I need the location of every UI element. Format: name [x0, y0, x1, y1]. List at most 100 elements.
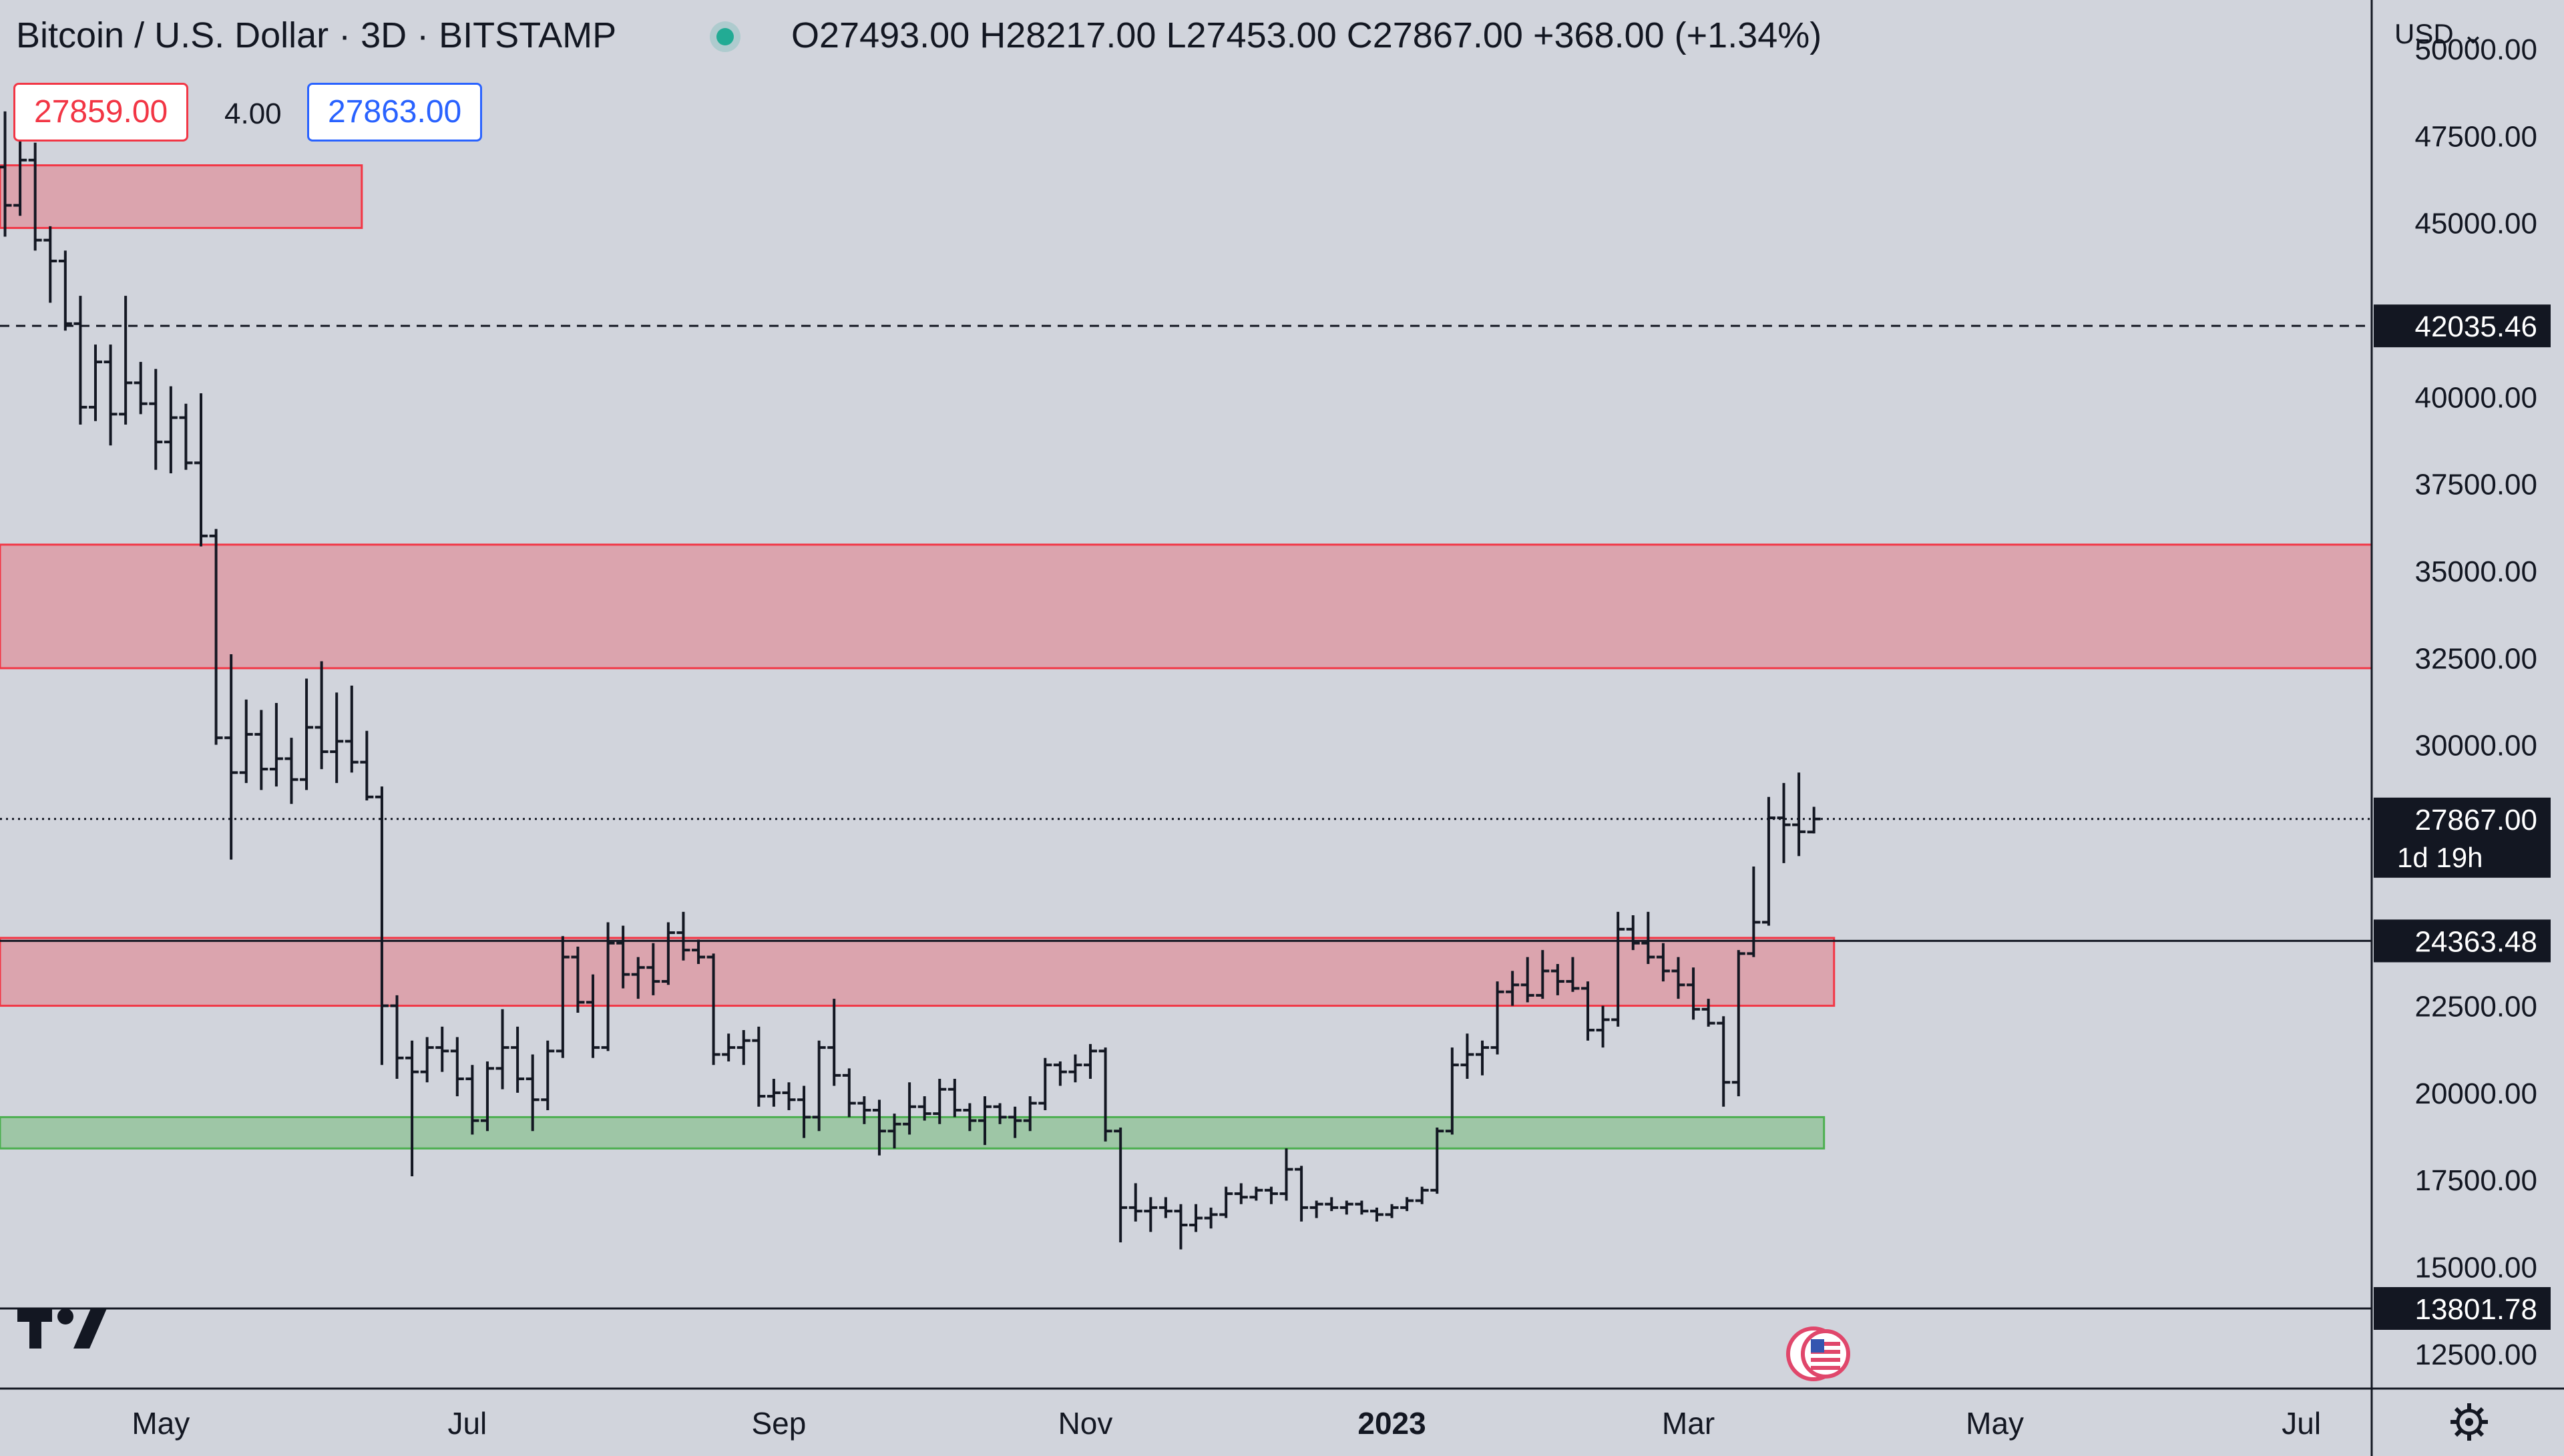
- ohlc-bar: [1144, 1197, 1158, 1232]
- ohlc-bar: [420, 1037, 434, 1083]
- ohlc-bar: [631, 957, 645, 999]
- ohlc-bar: [435, 1026, 449, 1072]
- ohlc-bar: [1158, 1197, 1172, 1218]
- ohlc-bar: [511, 1026, 525, 1093]
- ohlc-bar: [1023, 1096, 1037, 1132]
- ohlc-bar: [692, 939, 706, 965]
- ohlc-bar: [360, 730, 374, 800]
- ohlc-bar: [149, 369, 163, 470]
- price-tick-label: 30000.00: [2414, 730, 2537, 762]
- buy-price-button[interactable]: 27863.00: [307, 83, 483, 142]
- time-axis[interactable]: May Jul Sep Nov 2023 Mar May Jul: [132, 1406, 2321, 1441]
- ohlc-bar: [28, 142, 42, 251]
- price-line-label: 24363.48: [2414, 925, 2537, 958]
- ohlc-bar: [1626, 915, 1640, 951]
- last-price-label: 27867.00: [2414, 804, 2537, 836]
- ohlc-bar: [1068, 1054, 1082, 1083]
- ohlc-bar: [1430, 1128, 1444, 1194]
- ohlc-bar: [1536, 950, 1550, 999]
- ohlc-bar: [495, 1009, 509, 1089]
- currency-label: USD: [2394, 18, 2454, 49]
- spread-value: 4.00: [224, 97, 282, 130]
- ohlc-bar: [224, 654, 238, 860]
- ohlc-bar: [676, 911, 690, 961]
- time-tick-label: Mar: [1662, 1406, 1715, 1441]
- time-tick-label: Jul: [447, 1406, 487, 1441]
- ohlc-bar: [887, 1114, 901, 1149]
- ohlc-bar: [1400, 1197, 1414, 1212]
- price-tick-label: 22500.00: [2414, 991, 2537, 1023]
- ohlc-bar: [209, 529, 223, 745]
- ohlc-bar: [947, 1079, 962, 1118]
- ohlc-bar: [1747, 867, 1761, 957]
- zones-layer: [0, 164, 2373, 1150]
- price-lines-layer: [0, 324, 2372, 1310]
- resistance-zone: [0, 543, 2373, 670]
- ohlc-bar: [314, 661, 329, 770]
- currency-selector[interactable]: USD ⌄: [2394, 17, 2485, 50]
- ohlc-bar: [767, 1079, 781, 1107]
- ohlc-bar: [1114, 1128, 1128, 1243]
- ohlc-bar: [1234, 1183, 1248, 1204]
- ohlc-bar: [1566, 957, 1580, 992]
- ohlc-bar: [1325, 1197, 1339, 1212]
- price-tick-label: 17500.00: [2414, 1164, 2537, 1197]
- ohlc-bar: [269, 703, 283, 787]
- ohlc-bar: [1596, 1005, 1610, 1048]
- ohlc-bar: [963, 1103, 977, 1132]
- time-tick-label: Jul: [2282, 1406, 2321, 1441]
- ohlc-bar: [1369, 1207, 1383, 1222]
- ohlc-bar: [375, 786, 389, 1065]
- ohlc-bar: [857, 1096, 871, 1124]
- ohlc-bar: [300, 678, 314, 790]
- ohlc-bar: [1053, 1061, 1067, 1086]
- ohlc-bar: [43, 226, 57, 303]
- price-axis[interactable]: 12500.00 15000.00 17500.00 20000.00 22500.00…: [2414, 33, 2537, 1371]
- ohlc-bar: [1385, 1204, 1399, 1218]
- price-tick-label: 40000.00: [2414, 381, 2537, 414]
- symbol-title[interactable]: Bitcoin / U.S. Dollar · 3D · BITSTAMP: [16, 15, 617, 55]
- ohlc-bar: [1520, 957, 1534, 1003]
- ohlc-bar: [646, 943, 660, 995]
- ohlc-bar: [1098, 1047, 1112, 1142]
- ohlc-bar: [1174, 1204, 1188, 1250]
- sell-price-button[interactable]: 27859.00: [13, 83, 189, 142]
- ohlc-bar: [1701, 999, 1715, 1027]
- ohlc-bar: [254, 710, 268, 790]
- ohlc-bar: [556, 936, 570, 1058]
- ohlc-bar: [1460, 1033, 1474, 1079]
- time-tick-label: Nov: [1058, 1406, 1113, 1441]
- price-tick-label: 20000.00: [2414, 1077, 2537, 1110]
- ohlc-bar: [1339, 1200, 1353, 1215]
- ohlc-bar: [1189, 1204, 1203, 1232]
- time-tick-label: 2023: [1357, 1406, 1426, 1441]
- ohlc-bar: [1687, 967, 1701, 1020]
- ohlc-bar: [812, 1040, 826, 1132]
- last-price-label-bg: [2374, 797, 2551, 878]
- ohlc-bar: [179, 403, 193, 470]
- settings-gear-icon[interactable]: [2450, 1403, 2488, 1441]
- ohlc-bar: [1008, 1106, 1022, 1138]
- price-line-label: 13801.78: [2414, 1293, 2537, 1326]
- price-line-label: 42035.46: [2414, 310, 2537, 343]
- ohlc-bar: [194, 393, 208, 547]
- ohlc-bar: [1279, 1148, 1293, 1201]
- ohlc-bar: [450, 1037, 464, 1097]
- price-tick-label: 12500.00: [2414, 1339, 2537, 1371]
- ohlc-bar: [1717, 1016, 1731, 1107]
- price-tick-label: 32500.00: [2414, 642, 2537, 675]
- ohlc-bar: [1550, 964, 1564, 995]
- bar-countdown-label: 1d 19h: [2397, 842, 2483, 873]
- price-tick-label: 35000.00: [2414, 555, 2537, 588]
- ohlc-bar: [239, 699, 253, 783]
- price-tick-label: 15000.00: [2414, 1252, 2537, 1284]
- ohlc-bar: [1581, 981, 1595, 1041]
- ohlc-bar: [1792, 772, 1806, 857]
- price-axis-labels-layer: 42035.46 24363.48 13801.78 27867.00 1d 19h: [2374, 304, 2551, 1330]
- ohlc-bar: [134, 362, 148, 415]
- ohlc-bar: [390, 995, 404, 1079]
- ohlc-bar: [586, 974, 600, 1058]
- us-flag-icon[interactable]: [1786, 1326, 1850, 1381]
